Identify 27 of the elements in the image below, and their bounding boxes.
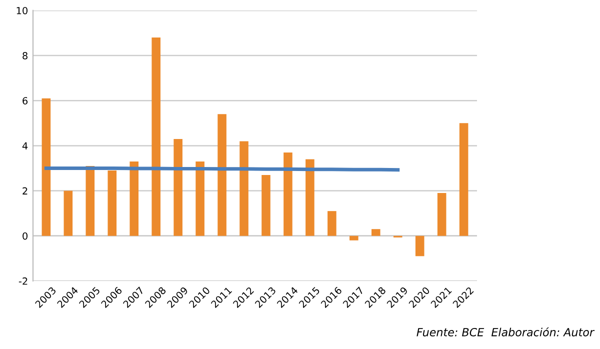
bar [415, 236, 424, 256]
bar [350, 236, 358, 240]
bar [371, 229, 380, 236]
y-tick-label: 10 [16, 6, 28, 14]
y-tick-label: 0 [22, 232, 28, 240]
y-tick-label: 8 [22, 52, 28, 60]
bar [218, 114, 226, 236]
bar [306, 159, 314, 236]
y-tick-label: -2 [18, 277, 28, 285]
bar [262, 175, 270, 236]
bar [437, 193, 446, 236]
bar [240, 141, 248, 236]
y-tick-label: 4 [22, 142, 28, 150]
bar [108, 170, 117, 236]
y-tick-label: 2 [22, 187, 28, 194]
bar [130, 161, 139, 236]
bar [328, 211, 336, 236]
bar [196, 161, 204, 236]
bar [152, 38, 160, 236]
bar [42, 98, 51, 236]
source-note: Fuente: BCE Elaboración: Autor [416, 327, 595, 336]
bar [284, 152, 292, 236]
bar [174, 138, 182, 236]
y-tick-label: 6 [22, 97, 28, 104]
bar [86, 166, 95, 236]
bar [64, 190, 73, 236]
bar [459, 123, 468, 236]
